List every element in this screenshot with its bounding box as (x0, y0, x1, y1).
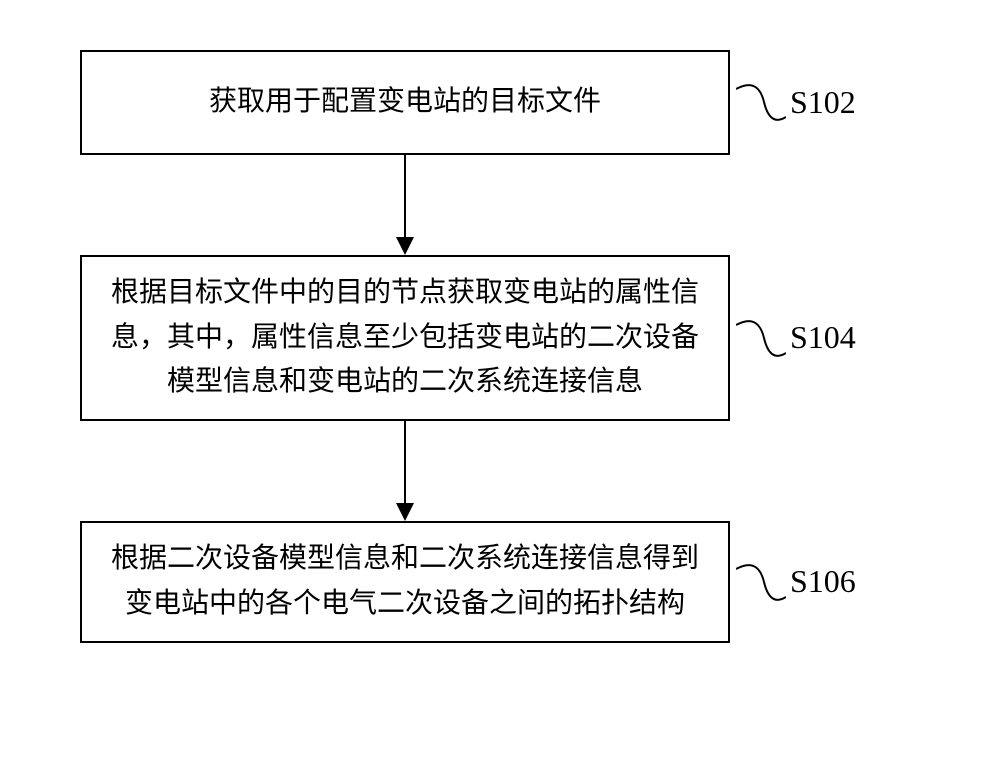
flow-step-label: S104 (790, 319, 856, 356)
flow-step-text: 根据目标文件中的目的节点获取变电站的属性信息，其中，属性信息至少包括变电站的二次… (104, 271, 706, 405)
label-connector: S106 (736, 557, 856, 607)
flow-step-text: 根据二次设备模型信息和二次系统连接信息得到变电站中的各个电气二次设备之间的拓扑结… (104, 537, 706, 627)
flow-step-text: 获取用于配置变电站的目标文件 (104, 80, 706, 125)
flow-arrow (80, 155, 730, 255)
flow-step-label: S106 (790, 563, 856, 600)
flowchart-container: 获取用于配置变电站的目标文件 S102 根据目标文件中的目的节点获取变电站的属性… (80, 50, 920, 643)
flow-step-box-s104: 根据目标文件中的目的节点获取变电站的属性信息，其中，属性信息至少包括变电站的二次… (80, 255, 730, 421)
label-connector: S104 (736, 313, 856, 363)
label-connector: S102 (736, 77, 856, 127)
flow-step-box-s102: 获取用于配置变电站的目标文件 (80, 50, 730, 155)
curve-icon (736, 77, 786, 127)
curve-icon (736, 557, 786, 607)
flow-step-row: 根据目标文件中的目的节点获取变电站的属性信息，其中，属性信息至少包括变电站的二次… (80, 255, 920, 421)
flow-step-box-s106: 根据二次设备模型信息和二次系统连接信息得到变电站中的各个电气二次设备之间的拓扑结… (80, 521, 730, 643)
arrow-down-icon (390, 421, 420, 521)
arrow-down-icon (390, 155, 420, 255)
curve-icon (736, 313, 786, 363)
flow-arrow (80, 421, 730, 521)
flow-step-row: 根据二次设备模型信息和二次系统连接信息得到变电站中的各个电气二次设备之间的拓扑结… (80, 521, 920, 643)
flow-step-label: S102 (790, 84, 856, 121)
flow-step-row: 获取用于配置变电站的目标文件 S102 (80, 50, 920, 155)
